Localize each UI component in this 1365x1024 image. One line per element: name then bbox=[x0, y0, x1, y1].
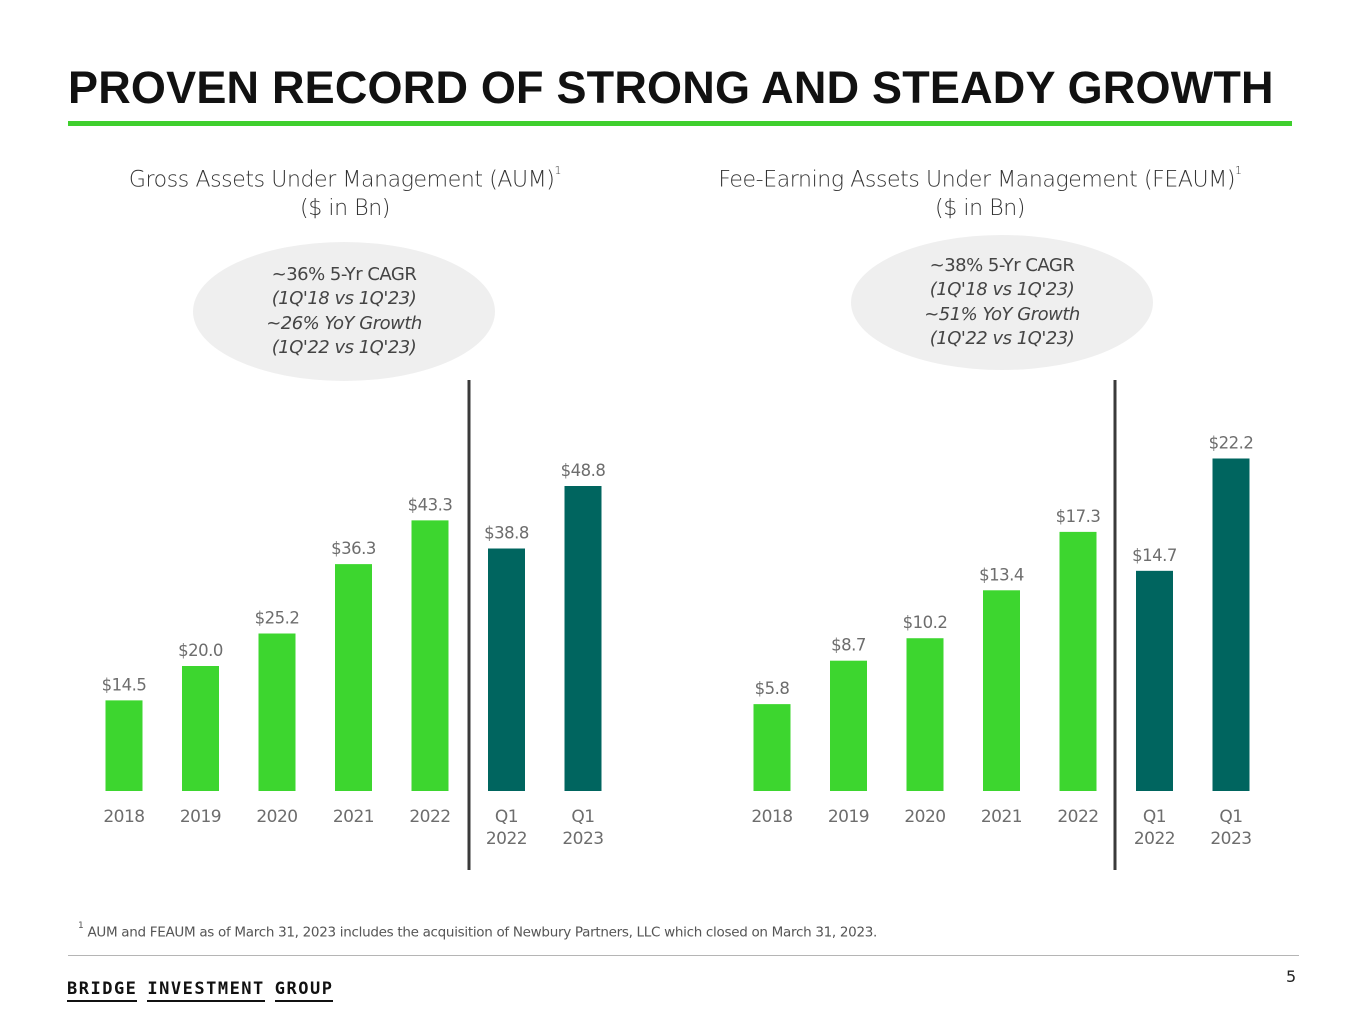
company-logo: BRIDGE INVESTMENT GROUP bbox=[67, 980, 334, 1002]
feaum-x-tick-label: 2019 bbox=[828, 807, 869, 827]
feaum-x-tick-label: 2020 bbox=[904, 807, 945, 827]
page-title: PROVEN RECORD OF STRONG AND STEADY GROWT… bbox=[68, 62, 1274, 113]
feaum-x-tick-label: 2022 bbox=[1134, 829, 1175, 849]
feaum-bar bbox=[1059, 531, 1097, 791]
feaum-x-tick-label: 2022 bbox=[1057, 807, 1098, 827]
feaum-yoy-period: (1Q'22 vs 1Q'23) bbox=[929, 328, 1075, 349]
aum-data-label: $48.8 bbox=[561, 461, 606, 480]
feaum-bar bbox=[906, 638, 944, 791]
feaum-data-label: $14.7 bbox=[1132, 546, 1177, 565]
feaum-cagr-period: (1Q'18 vs 1Q'23) bbox=[929, 279, 1075, 300]
aum-cagr-period: (1Q'18 vs 1Q'23) bbox=[271, 288, 417, 309]
feaum-data-label: $13.4 bbox=[979, 565, 1024, 584]
aum-x-tick-label: Q1 bbox=[495, 807, 518, 827]
aum-data-label: $38.8 bbox=[484, 524, 529, 543]
aum-data-label: $43.3 bbox=[408, 495, 453, 514]
aum-x-tick-label: 2019 bbox=[180, 807, 221, 827]
feaum-chart-title: Fee-Earning Assets Under Management (FEA… bbox=[690, 160, 1270, 223]
aum-yoy-period: (1Q'22 vs 1Q'23) bbox=[271, 337, 417, 358]
footnote: 1 AUM and FEAUM as of March 31, 2023 incl… bbox=[78, 921, 878, 941]
feaum-bar bbox=[1212, 458, 1250, 791]
feaum-data-label: $22.2 bbox=[1209, 433, 1254, 452]
feaum-yoy: ~51% YoY Growth bbox=[924, 303, 1080, 325]
aum-x-tick-label: 2022 bbox=[409, 807, 450, 827]
feaum-data-label: $17.3 bbox=[1056, 507, 1101, 526]
aum-bar bbox=[105, 700, 143, 791]
aum-bar bbox=[411, 520, 449, 791]
feaum-bar bbox=[983, 590, 1020, 791]
logo-word: INVESTMENT bbox=[147, 980, 265, 1002]
feaum-data-label: $5.8 bbox=[755, 679, 790, 698]
feaum-x-tick-label: 2021 bbox=[981, 807, 1022, 827]
feaum-cagr: ~38% 5-Yr CAGR bbox=[929, 254, 1075, 276]
aum-cagr: ~36% 5-Yr CAGR bbox=[271, 263, 417, 285]
aum-subtitle: ($ in Bn) bbox=[300, 196, 390, 222]
aum-data-label: $20.0 bbox=[178, 641, 223, 660]
feaum-x-tick-label: Q1 bbox=[1143, 807, 1166, 827]
feaum-subtitle: ($ in Bn) bbox=[935, 196, 1025, 222]
page-number: 5 bbox=[1286, 967, 1297, 986]
feaum-x-tick-label: 2023 bbox=[1210, 829, 1251, 849]
aum-data-label: $36.3 bbox=[331, 539, 376, 558]
footnote-marker: 1 bbox=[78, 921, 84, 931]
aum-title-text: Gross Assets Under Management (AUM) bbox=[128, 167, 555, 193]
feaum-data-label: $10.2 bbox=[903, 613, 948, 632]
feaum-x-tick-label: 2018 bbox=[751, 807, 792, 827]
aum-x-tick-label: 2021 bbox=[333, 807, 374, 827]
aum-bar bbox=[335, 564, 372, 791]
aum-x-tick-label: 2020 bbox=[256, 807, 297, 827]
feaum-title-footnote-marker: 1 bbox=[1235, 164, 1242, 177]
aum-x-tick-label: 2022 bbox=[486, 829, 527, 849]
feaum-title-text: Fee-Earning Assets Under Management (FEA… bbox=[718, 167, 1236, 193]
aum-data-label: $14.5 bbox=[102, 675, 147, 694]
aum-bar bbox=[488, 548, 525, 791]
aum-data-label: $25.2 bbox=[255, 609, 300, 628]
aum-x-tick-label: 2018 bbox=[103, 807, 144, 827]
feaum-x-tick-label: Q1 bbox=[1219, 807, 1242, 827]
aum-bar bbox=[182, 666, 219, 791]
feaum-bar bbox=[753, 704, 791, 791]
feaum-growth-callout: ~38% 5-Yr CAGR (1Q'18 vs 1Q'23) ~51% YoY… bbox=[851, 235, 1153, 370]
aum-growth-callout: ~36% 5-Yr CAGR (1Q'18 vs 1Q'23) ~26% YoY… bbox=[193, 242, 495, 381]
logo-word: GROUP bbox=[274, 980, 334, 1002]
aum-chart-title: Gross Assets Under Management (AUM)1 ($ … bbox=[100, 160, 590, 223]
aum-bar bbox=[564, 486, 602, 791]
footnote-text: AUM and FEAUM as of March 31, 2023 inclu… bbox=[87, 924, 878, 941]
footer-divider bbox=[68, 955, 1299, 956]
aum-yoy: ~26% YoY Growth bbox=[266, 312, 422, 334]
aum-x-tick-label: 2023 bbox=[562, 829, 603, 849]
aum-x-tick-label: Q1 bbox=[571, 807, 594, 827]
aum-bar bbox=[258, 633, 296, 791]
aum-title-footnote-marker: 1 bbox=[554, 164, 562, 177]
feaum-data-label: $8.7 bbox=[831, 636, 866, 655]
title-underline bbox=[68, 121, 1292, 126]
feaum-bar bbox=[830, 660, 867, 791]
logo-word: BRIDGE bbox=[67, 980, 138, 1002]
feaum-bar bbox=[1136, 570, 1173, 791]
